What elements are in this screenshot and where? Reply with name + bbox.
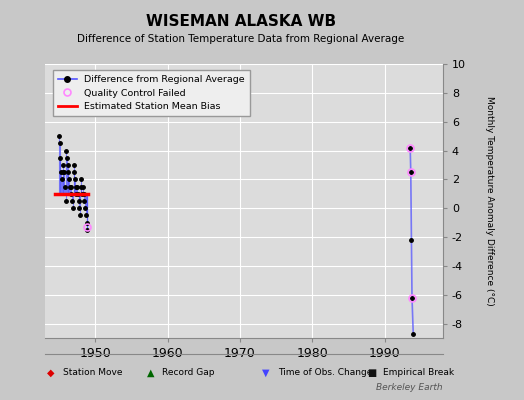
Text: Difference of Station Temperature Data from Regional Average: Difference of Station Temperature Data f… — [78, 34, 405, 44]
Text: ▲: ▲ — [147, 368, 154, 378]
Text: ■: ■ — [367, 368, 376, 378]
Legend: Difference from Regional Average, Quality Control Failed, Estimated Station Mean: Difference from Regional Average, Qualit… — [53, 70, 250, 116]
Text: Station Move: Station Move — [63, 368, 123, 377]
Text: Berkeley Earth: Berkeley Earth — [376, 383, 443, 392]
Text: Empirical Break: Empirical Break — [383, 368, 454, 377]
Text: WISEMAN ALASKA WB: WISEMAN ALASKA WB — [146, 14, 336, 29]
Text: ▼: ▼ — [262, 368, 269, 378]
Text: Time of Obs. Change: Time of Obs. Change — [278, 368, 372, 377]
Text: ◆: ◆ — [47, 368, 54, 378]
Y-axis label: Monthly Temperature Anomaly Difference (°C): Monthly Temperature Anomaly Difference (… — [485, 96, 494, 306]
Text: Record Gap: Record Gap — [162, 368, 215, 377]
